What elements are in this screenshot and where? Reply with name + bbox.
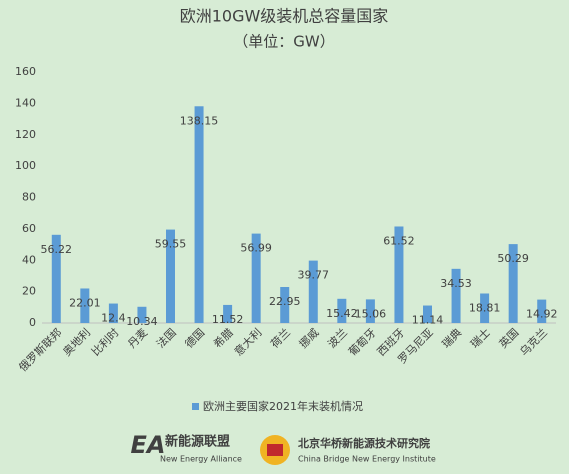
bar	[423, 305, 432, 323]
legend-label: 欧洲主要国家2021年末装机情况	[203, 399, 363, 413]
bar	[537, 299, 547, 323]
data-label: 10.34	[126, 315, 158, 328]
data-label: 34.53	[440, 277, 472, 290]
logo-text: New Energy Alliance	[160, 455, 242, 464]
bar	[251, 233, 261, 323]
bar	[51, 234, 61, 323]
data-label: 138.15	[180, 114, 219, 127]
y-tick-label: 80	[22, 191, 36, 204]
logo-text: China Bridge New Energy Institute	[298, 455, 436, 464]
logo-2: 北京华桥新能源技术研究院 China Bridge New Energy Ins…	[260, 435, 436, 465]
data-label: 12.4	[101, 312, 126, 325]
data-label: 22.01	[69, 296, 101, 309]
logo-1: EA 新能源联盟 New Energy Alliance	[131, 431, 243, 464]
data-label: 39.77	[298, 269, 330, 282]
y-tick-label: 40	[22, 253, 36, 266]
logo-text: 新能源联盟	[165, 434, 230, 450]
chart-subtitle: （单位：GW）	[233, 33, 334, 51]
data-label: 15.06	[355, 307, 387, 320]
data-label: 14.92	[526, 308, 558, 321]
bar	[337, 298, 347, 323]
y-tick-label: 160	[15, 65, 36, 78]
bar	[108, 303, 118, 323]
data-label: 56.99	[240, 242, 272, 255]
bar	[280, 286, 290, 323]
y-tick-label: 20	[22, 285, 36, 298]
bar	[137, 306, 147, 323]
bar	[508, 244, 518, 323]
data-label: 15.42	[326, 307, 358, 320]
y-tick-label: 60	[22, 222, 36, 235]
bar	[166, 229, 175, 323]
legend-swatch	[192, 403, 199, 410]
data-label: 56.22	[41, 243, 73, 256]
bar	[365, 299, 375, 323]
data-label: 18.81	[469, 301, 501, 314]
bar	[223, 304, 233, 323]
bar	[394, 226, 404, 323]
y-tick-label: 100	[15, 159, 36, 172]
logo-mark	[267, 444, 283, 456]
y-tick-label: 0	[29, 316, 36, 329]
bar	[451, 268, 461, 323]
bar	[194, 106, 204, 323]
y-tick-label: 140	[15, 96, 36, 109]
bar	[308, 260, 318, 323]
data-label: 22.95	[269, 295, 301, 308]
bar	[80, 288, 90, 323]
chart-title: 欧洲10GW级装机总容量国家	[180, 7, 389, 26]
logo-text: 北京华桥新能源技术研究院	[298, 436, 430, 450]
data-label: 59.55	[155, 238, 187, 251]
y-tick-label: 120	[15, 128, 36, 141]
data-label: 11.14	[412, 314, 444, 327]
data-label: 50.29	[497, 252, 529, 265]
bar	[480, 293, 490, 323]
logo-mark: EA	[131, 431, 166, 459]
data-label: 61.52	[383, 234, 415, 247]
data-label: 11.52	[212, 313, 244, 326]
